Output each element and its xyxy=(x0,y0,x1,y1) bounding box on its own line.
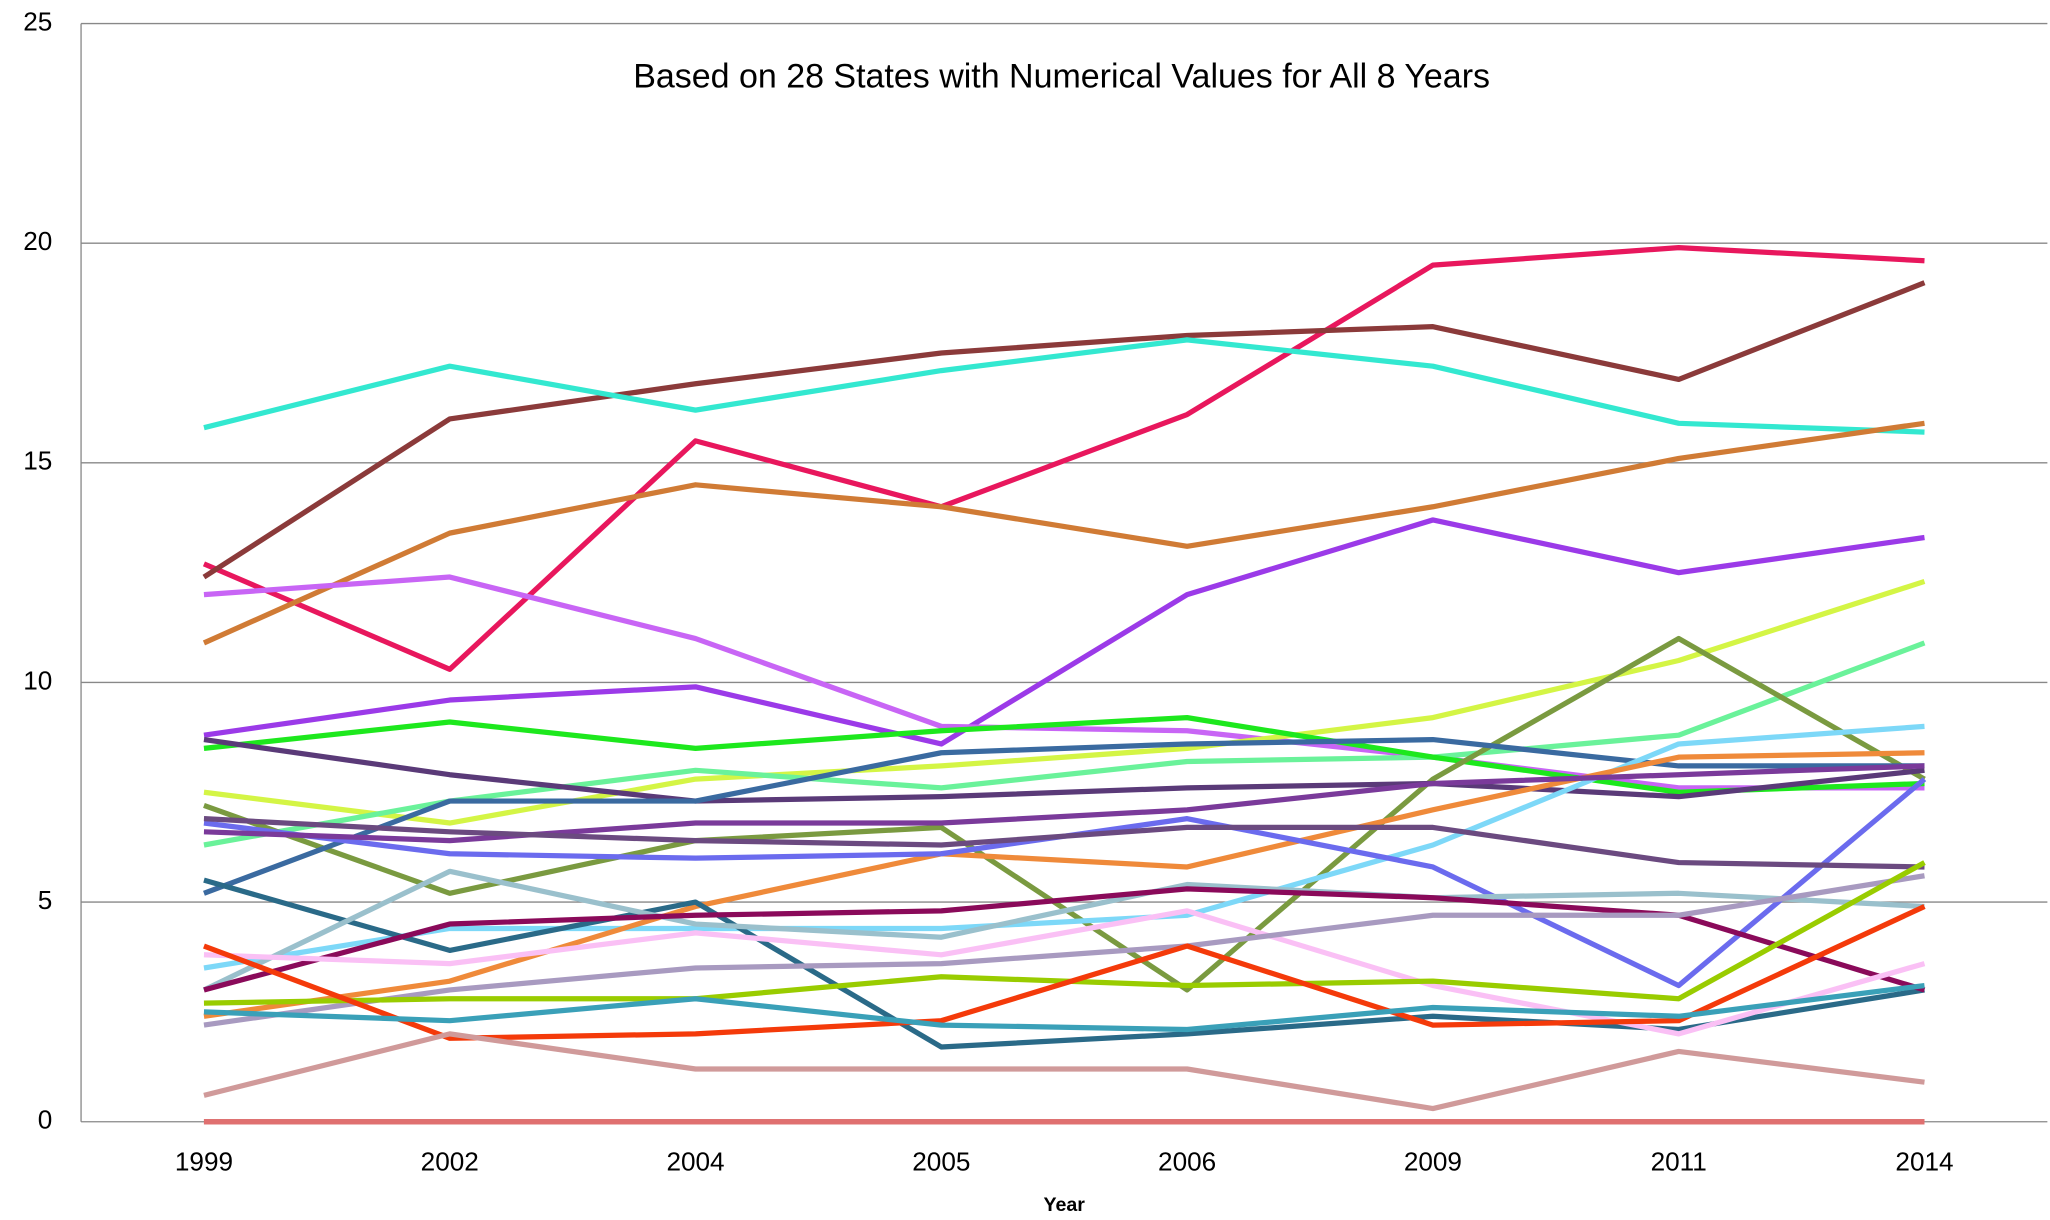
series-line xyxy=(203,763,1925,844)
y-tick-label: 25 xyxy=(23,6,52,36)
x-tick-label: 1999 xyxy=(175,1147,233,1177)
series-line xyxy=(203,578,1926,826)
series-line xyxy=(202,244,1925,672)
series-line xyxy=(203,908,1926,1037)
series-line xyxy=(203,517,1925,747)
y-tick-label: 20 xyxy=(23,226,52,256)
series-line xyxy=(203,337,1925,435)
series-line xyxy=(203,574,1925,791)
series-line xyxy=(203,1031,1925,1112)
y-tick-label: 15 xyxy=(23,446,52,476)
chart-title: Based on 28 States with Numerical Values… xyxy=(633,58,1490,96)
series-line xyxy=(202,280,1926,580)
series-line xyxy=(203,982,1925,1033)
x-tick-label: 2009 xyxy=(1404,1147,1462,1177)
y-tick-label: 10 xyxy=(23,665,52,695)
x-tick-label: 2006 xyxy=(1158,1147,1216,1177)
series-line xyxy=(202,420,1925,646)
x-axis-label: Year xyxy=(1044,1194,1086,1216)
series-line xyxy=(203,723,1925,971)
x-tick-label: 2004 xyxy=(666,1147,724,1177)
series-line xyxy=(203,750,1925,1019)
y-tick-label: 0 xyxy=(38,1105,53,1135)
x-tick-label: 2005 xyxy=(912,1147,970,1177)
series-line xyxy=(203,886,1926,993)
y-tick-label: 5 xyxy=(38,885,53,915)
series-line xyxy=(203,816,1925,870)
x-tick-label: 2011 xyxy=(1651,1147,1707,1177)
series-line xyxy=(202,868,1925,993)
series-line xyxy=(203,736,1925,804)
series-line xyxy=(203,714,1925,795)
series-line xyxy=(203,640,1926,848)
x-tick-label: 2014 xyxy=(1895,1147,1953,1177)
series-line xyxy=(203,873,1925,1028)
x-tick-label: 2002 xyxy=(421,1147,479,1177)
